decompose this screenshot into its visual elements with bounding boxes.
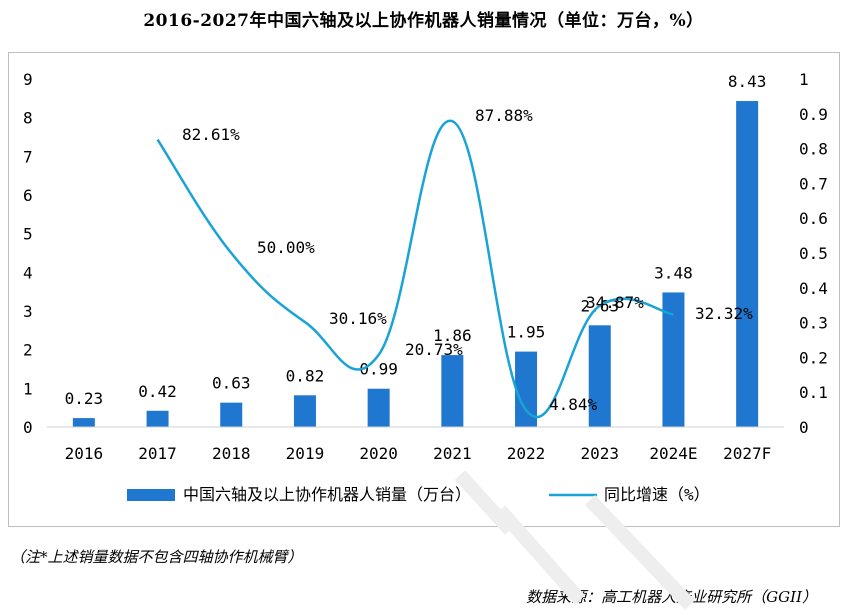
y-right-tick-label: 0.7 — [799, 174, 828, 193]
y-right-tick-label: 0 — [799, 418, 809, 437]
y-left-tick-label: 3 — [23, 302, 33, 321]
x-tick-label: 2019 — [286, 444, 325, 463]
bar — [441, 355, 464, 427]
bar — [588, 325, 611, 427]
y-right-tick-label: 1 — [799, 70, 809, 89]
y-right-tick-label: 0.3 — [799, 314, 828, 333]
data-source: 数据来源：高工机器人产业研究所（GGII） — [526, 588, 817, 606]
line-data-label: 50.00% — [257, 238, 315, 257]
y-left-tick-label: 4 — [23, 263, 33, 282]
line-data-label: 20.73% — [405, 340, 463, 359]
y-left-tick-label: 0 — [23, 418, 33, 437]
bar — [146, 410, 169, 427]
y-right-tick-label: 0.5 — [799, 244, 828, 263]
y-right-tick-label: 0.8 — [799, 140, 828, 159]
y-left-tick-label: 2 — [23, 341, 33, 360]
line-data-label: 87.88% — [475, 106, 533, 125]
legend-line-label: 同比增速（%） — [604, 485, 710, 504]
x-tick-label: 2018 — [212, 444, 251, 463]
bar — [293, 395, 316, 427]
y-right-tick-label: 0.4 — [799, 279, 828, 298]
line-data-label: 30.16% — [329, 309, 387, 328]
growth-line — [156, 119, 674, 419]
legend-bar-swatch — [127, 489, 175, 501]
bar-data-label: 0.42 — [138, 382, 177, 401]
bar — [662, 292, 685, 427]
y-left-tick-label: 6 — [23, 186, 33, 205]
y-left-tick-label: 5 — [23, 225, 33, 244]
line-data-label: 34.87% — [586, 293, 644, 312]
bar — [736, 101, 759, 427]
x-tick-label: 2016 — [65, 444, 104, 463]
y-left-tick-label: 8 — [23, 109, 33, 128]
y-right-tick-label: 0.6 — [799, 209, 828, 228]
y-left-tick-label: 1 — [23, 379, 33, 398]
x-tick-label: 2027F — [723, 444, 771, 463]
line-data-label: 82.61% — [182, 125, 240, 144]
line-data-label: 4.84% — [549, 395, 598, 414]
bar-data-label: 1.95 — [507, 323, 546, 342]
y-right-tick-label: 0.2 — [799, 348, 828, 367]
bar — [367, 388, 390, 427]
bar-data-label: 0.82 — [286, 366, 325, 385]
bar-data-label: 1.86 — [433, 326, 472, 345]
bar — [220, 402, 243, 427]
chart-area: 0 1 2 3 4 5 6 7 8 9 0 0.1 0.2 0.3 0.4 0.5 0.6 0.7 0.8 0.9 1… — [8, 52, 840, 527]
x-tick-label: 2024E — [649, 444, 697, 463]
bar-data-label: 0.99 — [359, 360, 398, 379]
bar — [515, 351, 538, 427]
line-data-label: 32.32% — [695, 304, 753, 323]
footnote: （注*上述销量数据不包含四轴协作机械臂） — [10, 548, 303, 566]
bar-data-label: 3.48 — [654, 263, 693, 282]
chart-title: 2016-2027年中国六轴及以上协作机器人销量情况（单位：万台，%） — [143, 11, 704, 31]
y-right-tick-label: 0.1 — [799, 383, 828, 402]
bar — [72, 418, 95, 427]
bar-data-label: 0.63 — [212, 374, 251, 393]
x-tick-label: 2022 — [507, 444, 546, 463]
y-right-tick-label: 0.9 — [799, 105, 828, 124]
x-tick-label: 2017 — [138, 444, 177, 463]
y-left-tick-label: 7 — [23, 147, 33, 166]
legend-bar-label: 中国六轴及以上协作机器人销量（万台） — [183, 485, 471, 504]
x-tick-label: 2023 — [580, 444, 619, 463]
x-tick-label: 2020 — [359, 444, 398, 463]
y-left-tick-label: 9 — [23, 70, 33, 89]
bar-data-label: 8.43 — [728, 72, 767, 91]
combo-chart: 0 1 2 3 4 5 6 7 8 9 0 0.1 0.2 0.3 0.4 0.5 0.6 0.7 0.8 0.9 1… — [23, 70, 828, 504]
x-tick-label: 2021 — [433, 444, 472, 463]
bar-data-label: 0.23 — [65, 389, 104, 408]
